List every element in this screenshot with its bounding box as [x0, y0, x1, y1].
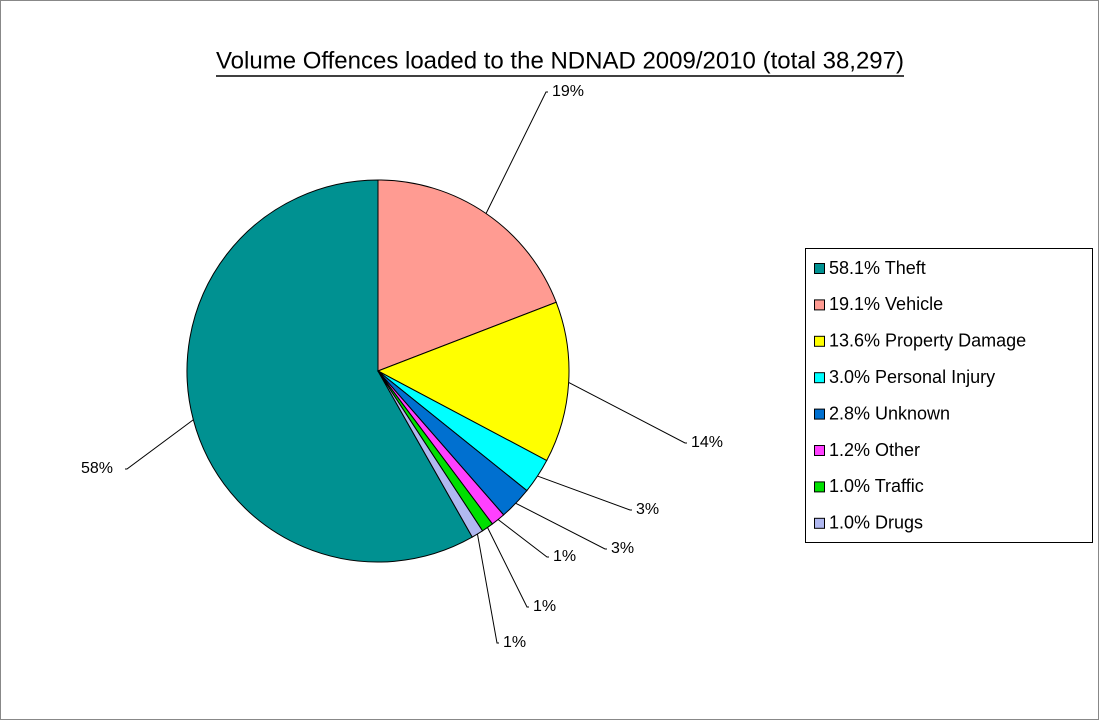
data-label: 1%: [503, 634, 526, 651]
leader-line: [497, 519, 549, 558]
legend-label: 19.1% Vehicle: [829, 294, 943, 314]
legend-swatch: [814, 299, 825, 311]
chart-title: Volume Offences loaded to the NDNAD 2009…: [216, 47, 904, 74]
data-label: 14%: [691, 434, 723, 451]
data-label: 19%: [552, 83, 584, 100]
legend-label: 58.1% Theft: [829, 258, 926, 278]
legend-swatch: [814, 517, 825, 529]
legend-swatch: [814, 372, 825, 384]
legend-label: 1.0% Traffic: [829, 476, 924, 496]
legend-swatch: [814, 408, 825, 420]
leader-line: [537, 475, 632, 511]
legend-label: 1.0% Drugs: [829, 513, 923, 533]
pie-slice: [376, 301, 570, 462]
legend-swatch: [814, 481, 825, 493]
legend-swatch: [814, 263, 825, 274]
legend-swatch: [814, 445, 825, 456]
data-label: 1%: [533, 598, 556, 615]
leader-line: [487, 527, 529, 608]
data-label: 3%: [611, 540, 634, 557]
legend-label: 3.0% Personal Injury: [829, 367, 995, 387]
legend-box: [805, 248, 1093, 543]
data-label: 58%: [81, 460, 113, 477]
leader-line: [568, 381, 687, 444]
legend-swatch: [814, 335, 825, 347]
legend-label: 1.2% Other: [829, 440, 920, 460]
leader-line: [515, 502, 607, 550]
leader-line: [485, 91, 548, 214]
legend-label: 2.8% Unknown: [829, 403, 950, 423]
leader-line: [476, 533, 499, 644]
legend-label: 13.6% Property Damage: [829, 331, 1026, 351]
pie-slice: [377, 179, 557, 372]
data-label: 1%: [553, 548, 576, 565]
pie-slice: [186, 179, 473, 563]
leader-line: [125, 419, 194, 470]
data-label: 3%: [636, 501, 659, 518]
